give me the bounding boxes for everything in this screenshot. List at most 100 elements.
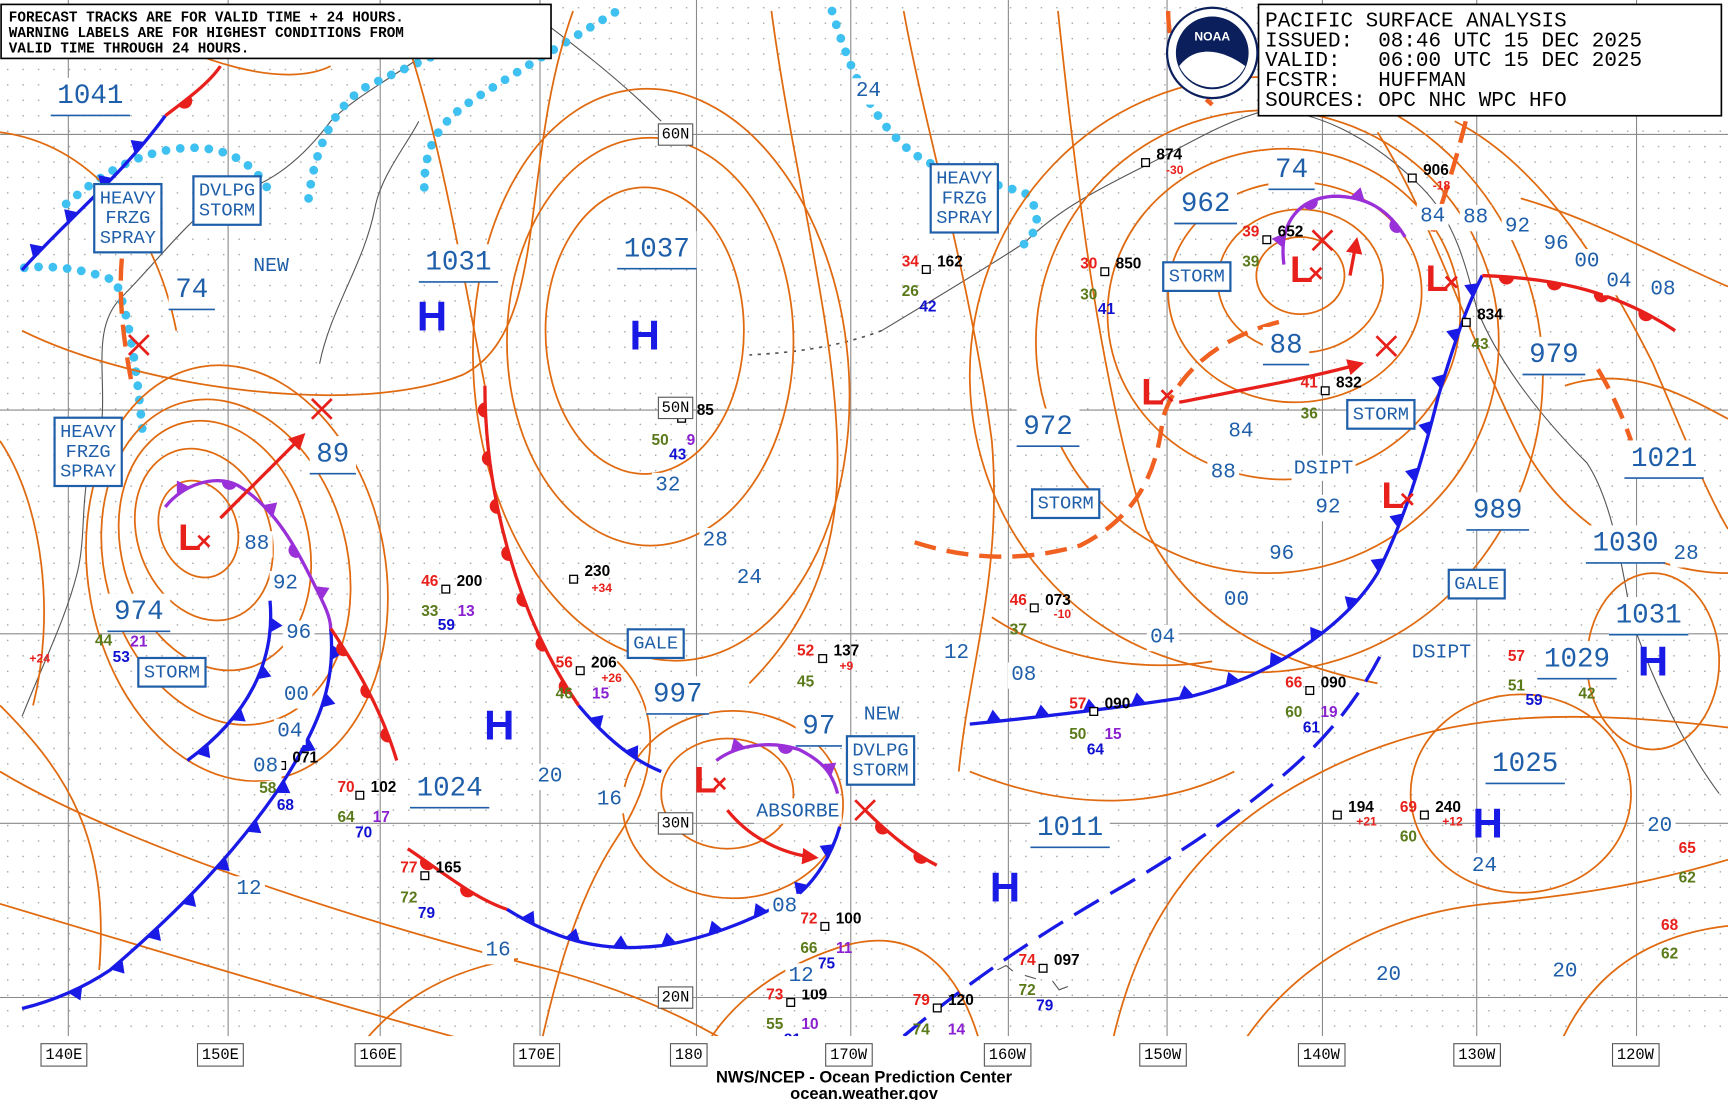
- front-semicircle: [516, 592, 527, 607]
- label-background: [1670, 541, 1702, 568]
- front-semicircle: [178, 96, 193, 109]
- coastline: [997, 964, 1069, 991]
- label-background: [617, 231, 697, 269]
- station-marker: [1038, 963, 1048, 973]
- station-value: 46: [1010, 592, 1028, 609]
- label-background: [269, 570, 302, 598]
- isobar: [395, 10, 486, 386]
- isobar: [660, 737, 795, 850]
- label-background: [1262, 326, 1310, 365]
- station-value: 37: [1010, 622, 1027, 639]
- station-value: 39: [1242, 224, 1259, 241]
- front-semicircle: [1303, 199, 1318, 210]
- front-triangle: [1370, 558, 1385, 573]
- label-background: [785, 963, 818, 990]
- warning-label: HEAVY: [100, 187, 156, 209]
- front-triangle: [1310, 626, 1324, 642]
- front-triangle: [29, 243, 44, 258]
- front-triangle: [275, 779, 291, 794]
- front-triangle: [176, 480, 190, 496]
- info-box: [1257, 3, 1723, 117]
- station-marker: [1320, 386, 1330, 396]
- label-background: [249, 753, 282, 781]
- isobar-label: 24: [856, 80, 881, 103]
- station-value: 073: [1045, 592, 1071, 609]
- isobar: [472, 87, 851, 662]
- isobar-label: 88: [1463, 207, 1488, 230]
- label-background: [1007, 662, 1040, 689]
- label-background: [1647, 276, 1679, 303]
- station-marker: [1141, 158, 1151, 168]
- forecast-position: [1311, 229, 1334, 252]
- label-background: [1207, 459, 1240, 486]
- label-background: [1225, 418, 1257, 446]
- isobar-label: 84: [1420, 206, 1445, 229]
- station-value: -10: [1054, 607, 1072, 621]
- high-center: H: [484, 702, 514, 749]
- station-value: 50: [1069, 726, 1086, 743]
- forecast-track: [726, 809, 819, 865]
- station-value: 097: [1054, 952, 1080, 969]
- center-pressure: 1029: [1544, 644, 1610, 675]
- front-semicircle: [501, 545, 512, 561]
- label-background: [1468, 853, 1501, 880]
- longitude-label: 160W: [989, 1046, 1027, 1064]
- front-semicircle: [481, 450, 491, 467]
- warning-box: [1162, 261, 1232, 293]
- front-semicircle: [1546, 281, 1563, 291]
- station-value: 15: [1104, 726, 1122, 743]
- label-background: [482, 937, 514, 965]
- front-triangle: [269, 617, 283, 633]
- station-marker: [1305, 686, 1315, 696]
- station-marker: [1029, 603, 1039, 613]
- front-triangle: [1349, 187, 1365, 202]
- warning-label: FRZG: [66, 441, 111, 463]
- warning-label: STORM: [852, 759, 908, 781]
- front-semicircle: [477, 402, 486, 418]
- longitude-label: 170W: [830, 1046, 868, 1064]
- isobar: [1106, 147, 1462, 481]
- high-center: H: [630, 311, 660, 358]
- center-pressure: 74: [175, 275, 208, 306]
- label-background: [196, 1043, 244, 1067]
- warning-label: FRZG: [942, 187, 987, 209]
- station-value: 652: [1278, 224, 1304, 241]
- warning-box: [93, 182, 163, 254]
- station-marker: [932, 1003, 942, 1013]
- center-pressure: 1031: [1616, 600, 1682, 631]
- isobar-label: 96: [1269, 543, 1294, 566]
- station-value: 090: [1105, 695, 1131, 712]
- label-background: [1571, 249, 1603, 276]
- isobar-label: 84: [1228, 420, 1253, 443]
- high-center: H: [417, 293, 447, 340]
- longitude-label: 140W: [1303, 1046, 1341, 1064]
- label-background: [1409, 639, 1474, 665]
- notes-box: [0, 3, 552, 60]
- front-semicircle: [875, 821, 889, 835]
- front-semicircle: [419, 858, 434, 871]
- front-triangle: [231, 707, 246, 722]
- front-triangle: [1431, 374, 1446, 389]
- label-background: [1549, 958, 1581, 986]
- center-pressure: 1021: [1631, 444, 1697, 475]
- label-background: [593, 786, 626, 814]
- front-triangle: [521, 910, 535, 926]
- front-semicircle: [1389, 219, 1402, 234]
- station-value: 50: [652, 432, 669, 449]
- station-value: 56: [556, 655, 574, 672]
- station-value: 68: [277, 797, 295, 814]
- label-background: [168, 271, 215, 310]
- low-center-mark: [1309, 266, 1323, 280]
- station-value: 44: [95, 633, 113, 650]
- station-value: 64: [1087, 742, 1105, 759]
- status-label: DSIPT: [1412, 641, 1472, 664]
- isobar: [1454, 120, 1728, 530]
- warning-box: [929, 163, 999, 234]
- front-triangle: [819, 844, 834, 859]
- station-value: 57: [1508, 648, 1525, 665]
- station-value: 77: [400, 860, 417, 877]
- station-marker: [355, 790, 365, 800]
- station-value: 34: [902, 253, 920, 270]
- warning-label: STORM: [1169, 266, 1225, 288]
- label-background: [754, 798, 842, 824]
